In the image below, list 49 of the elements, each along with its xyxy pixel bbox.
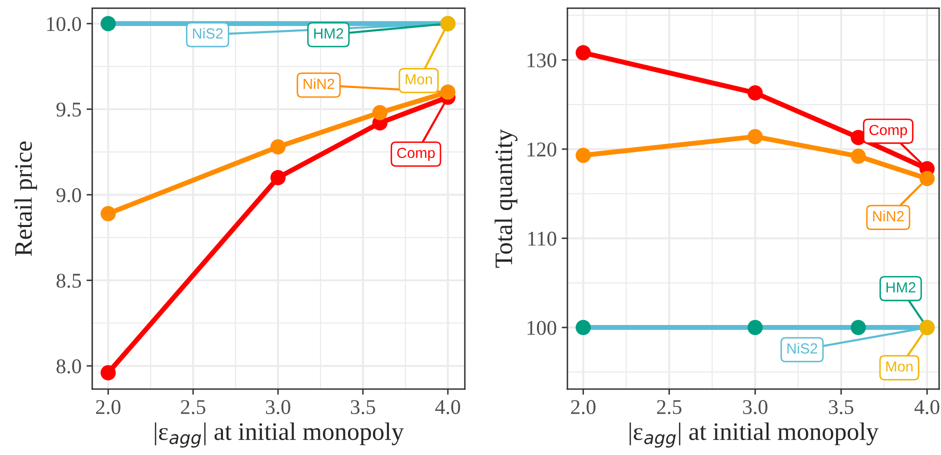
point xyxy=(270,139,286,154)
y-tick-label: 130 xyxy=(528,53,556,68)
point xyxy=(919,170,935,186)
x-tick-label: 2.5 xyxy=(657,400,682,414)
series-label: Comp xyxy=(397,148,435,161)
x-tick-label: 3.5 xyxy=(350,400,376,414)
y-tick-label: 8.0 xyxy=(56,359,82,374)
point xyxy=(850,148,866,164)
text: HM2 xyxy=(886,282,916,292)
point xyxy=(576,320,591,336)
series-label: NiS2 xyxy=(787,342,818,354)
x-tick-label: 2.5 xyxy=(181,400,206,414)
x-tick-label: 3.0 xyxy=(266,400,290,414)
point xyxy=(372,104,388,120)
point xyxy=(748,85,763,101)
series-label: Comp xyxy=(869,124,908,138)
point xyxy=(100,16,116,32)
y-tick-label: 9.5 xyxy=(56,102,81,117)
y-tick-label: 9.0 xyxy=(56,188,82,202)
point xyxy=(440,84,456,100)
y-tick-label: 8.5 xyxy=(56,274,81,288)
y-tick-label: 100 xyxy=(528,320,556,335)
y-tick-label: 110 xyxy=(528,232,556,246)
series-label: NiS2 xyxy=(192,28,223,39)
point xyxy=(748,320,763,336)
y-tick-label: 120 xyxy=(528,142,556,157)
x-tick-label: 3.5 xyxy=(829,400,854,414)
point xyxy=(748,129,763,144)
x-tick-label: 4.0 xyxy=(914,400,940,414)
point xyxy=(576,45,591,60)
y-axis-title: Total quantity xyxy=(494,129,518,268)
point xyxy=(576,148,591,163)
x-axis-title: |ε$_{agg}$| at initial monopoly xyxy=(630,422,879,448)
text: NiN2 xyxy=(304,78,334,89)
x-tick-label: 4.0 xyxy=(435,400,460,414)
x-axis-title: |ε$_{agg}$| at initial monopoly xyxy=(154,422,404,448)
point xyxy=(100,365,116,380)
point xyxy=(100,206,116,222)
y-axis-title: Retail price xyxy=(14,142,38,256)
point xyxy=(850,320,866,336)
text: Mon xyxy=(406,74,432,84)
x-tick-label: 2.0 xyxy=(571,400,596,414)
x-tick-label: 2.0 xyxy=(96,400,120,414)
point xyxy=(270,170,286,186)
x-tick-label: 3.0 xyxy=(743,400,768,414)
legend-label: Mon xyxy=(886,362,913,372)
legend-label: NiN2 xyxy=(873,210,904,222)
y-tick-label: 10.0 xyxy=(47,16,82,32)
text: HM2 xyxy=(314,28,344,38)
